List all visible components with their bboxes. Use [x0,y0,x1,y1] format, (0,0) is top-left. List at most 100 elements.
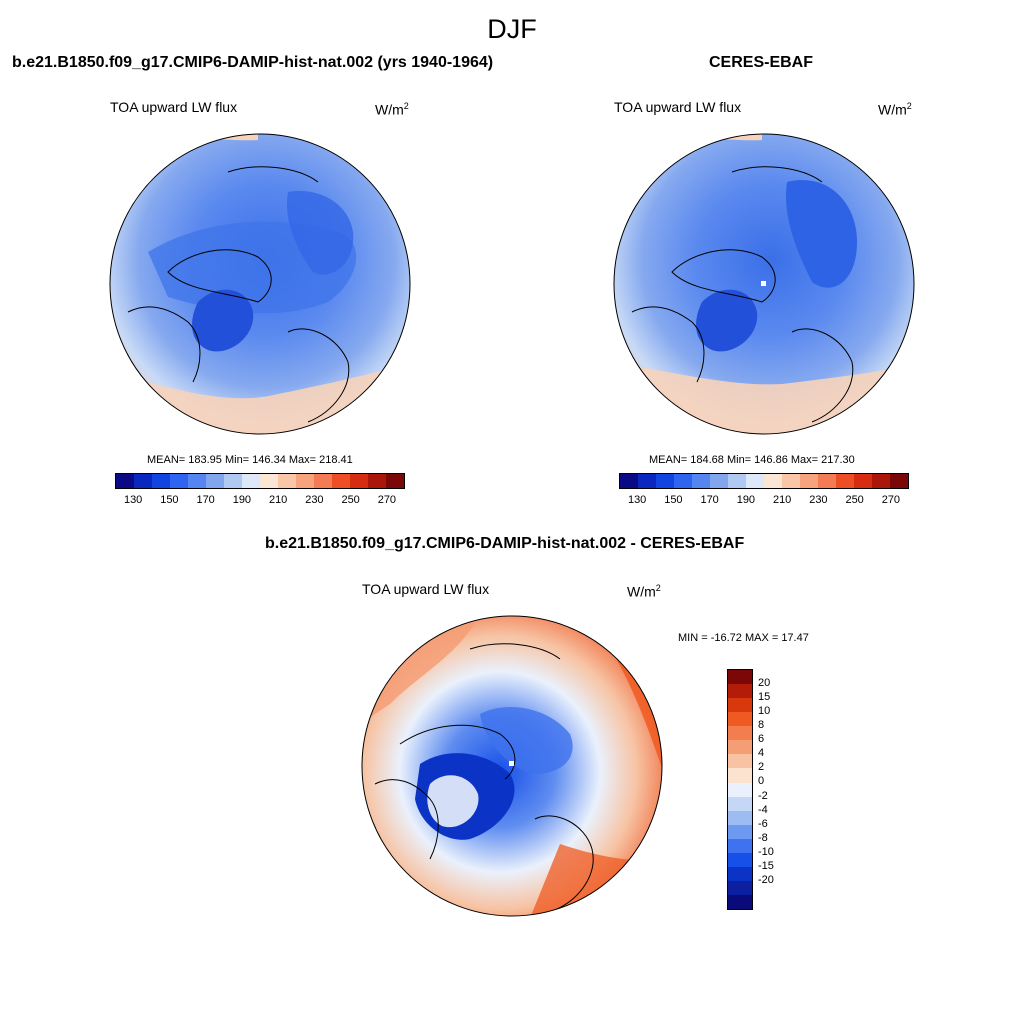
colorbar-tick-label: 10 [758,705,771,718]
colorbar-swatch-10 [296,474,314,488]
colorbar-tick-label: 210 [772,494,792,506]
colorbar-tick-label: 6 [758,733,765,746]
colorbar-tick-label: 250 [845,494,864,506]
panel1-colorbar-ticks: 130 150 170 190 210 230 250 270 [115,494,405,508]
panel1-stats: MEAN= 183.95 Min= 146.34 Max= 218.41 [147,454,353,466]
colorbar-swatch-7 [728,768,752,783]
colorbar-swatch-9 [278,474,296,488]
panel1-colorbar [115,473,405,489]
colorbar-swatch-11 [728,824,752,839]
colorbar-swatch-15 [386,474,404,488]
colorbar-swatch-0 [116,474,134,488]
colorbar-swatch-9 [728,796,752,811]
colorbar-swatch-13 [350,474,368,488]
colorbar-swatch-5 [728,740,752,755]
colorbar-swatch-16 [728,895,752,910]
colorbar-swatch-12 [836,474,854,488]
colorbar-tick-label: -20 [758,873,774,886]
colorbar-swatch-4 [728,726,752,741]
colorbar-swatch-9 [782,474,800,488]
colorbar-swatch-0 [620,474,638,488]
panel2-variable-label: TOA upward LW flux [614,99,742,115]
colorbar-swatch-3 [728,712,752,727]
panel3-units: W/m2 [627,583,661,600]
colorbar-tick-label: 20 [758,677,771,690]
colorbar-swatch-8 [764,474,782,488]
colorbar-swatch-7 [242,474,260,488]
colorbar-swatch-11 [314,474,332,488]
colorbar-swatch-6 [224,474,242,488]
panel3-variable-label: TOA upward LW flux [362,581,490,597]
colorbar-swatch-1 [638,474,656,488]
colorbar-tick-label: 130 [627,494,647,506]
colorbar-swatch-2 [656,474,674,488]
panel3-polar-map [361,615,663,917]
colorbar-tick-label: 150 [664,494,683,506]
colorbar-swatch-8 [260,474,278,488]
colorbar-tick-label: 130 [123,494,143,506]
colorbar-swatch-6 [728,474,746,488]
colorbar-swatch-2 [152,474,170,488]
panel3-stats: MIN = -16.72 MAX = 17.47 [678,632,809,644]
colorbar-swatch-3 [674,474,692,488]
colorbar-swatch-10 [800,474,818,488]
colorbar-swatch-12 [728,838,752,853]
colorbar-tick-label: 170 [700,494,719,506]
colorbar-swatch-12 [332,474,350,488]
colorbar-swatch-14 [872,474,890,488]
panel1-variable-label: TOA upward LW flux [110,99,238,115]
colorbar-tick-label: 210 [268,494,288,506]
colorbar-tick-label: -15 [758,859,774,872]
colorbar-tick-label: 0 [758,775,765,788]
colorbar-swatch-13 [854,474,872,488]
colorbar-swatch-15 [890,474,908,488]
colorbar-swatch-5 [206,474,224,488]
colorbar-swatch-10 [728,810,752,825]
panel2-stats: MEAN= 184.68 Min= 146.86 Max= 217.30 [649,454,855,466]
colorbar-swatch-6 [728,754,752,769]
colorbar-tick-label: 230 [305,494,324,506]
panel1-polar-map [109,133,411,435]
colorbar-swatch-0 [728,670,752,685]
colorbar-tick-label: 170 [196,494,215,506]
panel1-units: W/m2 [375,101,409,118]
colorbar-swatch-15 [728,880,752,895]
colorbar-tick-label: 2 [758,761,765,774]
colorbar-swatch-7 [746,474,764,488]
colorbar-swatch-5 [710,474,728,488]
panel2-colorbar-ticks: 130 150 170 190 210 230 250 270 [619,494,909,508]
colorbar-swatch-3 [170,474,188,488]
colorbar-swatch-14 [728,866,752,881]
colorbar-tick-label: -6 [758,817,768,830]
colorbar-swatch-8 [728,782,752,797]
colorbar-tick-label: 4 [758,747,765,760]
panel2-units: W/m2 [878,101,912,118]
colorbar-tick-label: 190 [232,494,252,506]
colorbar-swatch-1 [134,474,152,488]
colorbar-swatch-1 [728,684,752,699]
colorbar-tick-label: 230 [809,494,828,506]
panel2-colorbar [619,473,909,489]
colorbar-tick-label: -10 [758,845,774,858]
colorbar-tick-label: 270 [377,494,397,506]
colorbar-tick-label: 190 [736,494,756,506]
panel3-title: b.e21.B1850.f09_g17.CMIP6-DAMIP-hist-nat… [265,535,745,552]
panel2-polar-map [613,133,915,435]
panel3-colorbar-ticks: 20 15 10 8 6 4 2 0 -2 -4 -6 -8 -10 -15 -20 [758,669,798,908]
colorbar-tick-label: 15 [758,691,771,704]
colorbar-tick-label: -8 [758,831,768,844]
season-title: DJF [487,14,537,44]
panel1-title: b.e21.B1850.f09_g17.CMIP6-DAMIP-hist-nat… [12,54,494,71]
colorbar-tick-label: 250 [341,494,360,506]
colorbar-swatch-13 [728,852,752,867]
colorbar-swatch-4 [692,474,710,488]
colorbar-tick-label: 8 [758,719,765,732]
colorbar-tick-label: 270 [881,494,901,506]
panel2-title: CERES-EBAF [709,54,814,71]
colorbar-swatch-11 [818,474,836,488]
colorbar-tick-label: 150 [160,494,179,506]
colorbar-swatch-2 [728,698,752,713]
colorbar-swatch-14 [368,474,386,488]
panel3-colorbar [727,669,753,910]
colorbar-tick-label: -4 [758,803,768,816]
